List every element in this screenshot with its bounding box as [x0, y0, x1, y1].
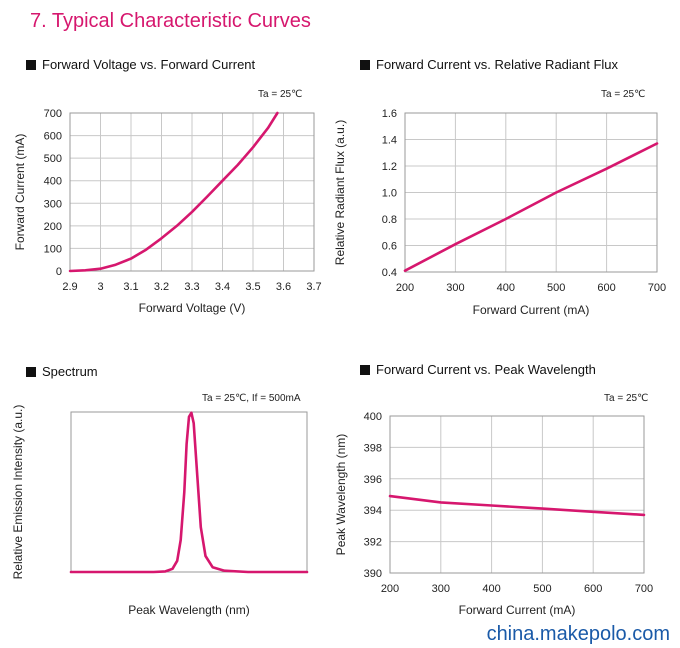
panel-title-spectrum: Spectrum [26, 364, 98, 379]
page-title: 7. Typical Characteristic Curves [30, 10, 311, 32]
x-tick-label: 3.4 [215, 281, 230, 293]
x-tick-label: 200 [381, 583, 399, 595]
x-axis-label: Peak Wavelength (nm) [128, 603, 250, 617]
y-tick-label: 1.0 [382, 188, 397, 200]
y-tick-label: 400 [364, 411, 382, 423]
x-tick-label: 3.2 [154, 281, 169, 293]
plot-frame [70, 411, 308, 573]
y-tick-label: 0.4 [382, 267, 397, 279]
y-tick-label: 394 [364, 505, 382, 517]
x-tick-label: 700 [648, 282, 666, 294]
square-bullet-icon [360, 364, 370, 375]
chart-title: Spectrum [42, 364, 98, 379]
y-tick-label: 390 [364, 568, 382, 580]
x-axis-label: Forward Current (mA) [459, 603, 576, 617]
condition-label: Ta = 25℃ [258, 89, 303, 100]
plot-frame [404, 112, 658, 273]
y-tick-label: 398 [364, 442, 382, 454]
x-tick-label: 3.5 [245, 281, 260, 293]
chart-title: Forward Current vs. Relative Radiant Flu… [376, 57, 619, 72]
panel-title-radiant-flux: Forward Current vs. Relative Radiant Flu… [360, 57, 618, 72]
y-axis-label: Relative Radiant Flux (a.u.) [333, 120, 347, 265]
x-tick-label: 3.7 [306, 281, 321, 293]
panel-title-peak-wavelength: Forward Current vs. Peak Wavelength [360, 362, 596, 377]
plot-frame [389, 415, 645, 574]
square-bullet-icon [360, 59, 370, 70]
y-tick-label: 1.6 [382, 108, 397, 120]
x-tick-label: 700 [635, 583, 653, 595]
x-tick-label: 300 [446, 282, 464, 294]
y-tick-label: 700 [44, 108, 62, 120]
x-tick-label: 600 [597, 282, 615, 294]
condition-label: Ta = 25℃ [601, 89, 646, 100]
x-tick-label: 200 [396, 282, 414, 294]
condition-label: Ta = 25℃, If = 500mA [202, 393, 301, 404]
y-tick-label: 100 [44, 243, 62, 255]
x-tick-label: 3.3 [184, 281, 199, 293]
x-tick-label: 300 [432, 583, 450, 595]
watermark: china.makepolo.com [486, 623, 670, 645]
x-tick-label: 500 [547, 282, 565, 294]
x-tick-label: 3.1 [123, 281, 138, 293]
chart-title: Forward Voltage vs. Forward Current [42, 57, 256, 72]
x-tick-label: 2.9 [62, 281, 77, 293]
y-tick-label: 200 [44, 221, 62, 233]
y-tick-label: 396 [364, 474, 382, 486]
series-line [403, 142, 659, 272]
y-axis-label: Peak Wavelength (nm) [334, 434, 348, 556]
x-tick-label: 500 [533, 583, 551, 595]
x-tick-label: 400 [482, 583, 500, 595]
y-tick-label: 0.8 [382, 214, 397, 226]
y-axis-label: Forward Current (mA) [13, 134, 27, 251]
y-tick-label: 392 [364, 537, 382, 549]
panel-title-forward-voltage: Forward Voltage vs. Forward Current [26, 57, 255, 72]
series-line [69, 411, 309, 574]
y-tick-label: 300 [44, 198, 62, 210]
x-tick-label: 400 [497, 282, 515, 294]
y-tick-label: 1.2 [382, 161, 397, 173]
y-tick-label: 0.6 [382, 241, 397, 253]
series-line [68, 111, 279, 273]
y-axis-label: Relative Emission Intensity (a.u.) [11, 405, 25, 580]
x-axis-label: Forward Voltage (V) [139, 301, 246, 315]
y-tick-label: 0 [56, 266, 62, 278]
x-tick-label: 3 [97, 281, 103, 293]
y-tick-label: 500 [44, 153, 62, 165]
x-tick-label: 600 [584, 583, 602, 595]
y-tick-label: 400 [44, 176, 62, 188]
x-tick-label: 3.6 [276, 281, 291, 293]
y-tick-label: 1.4 [382, 135, 397, 147]
square-bullet-icon [26, 59, 36, 70]
y-tick-label: 600 [44, 131, 62, 143]
series-line [388, 494, 646, 517]
square-bullet-icon [26, 366, 36, 377]
x-axis-label: Forward Current (mA) [473, 303, 590, 317]
condition-label: Ta = 25℃ [604, 393, 649, 404]
plot-frame [69, 112, 315, 272]
chart-title: Forward Current vs. Peak Wavelength [376, 362, 596, 377]
